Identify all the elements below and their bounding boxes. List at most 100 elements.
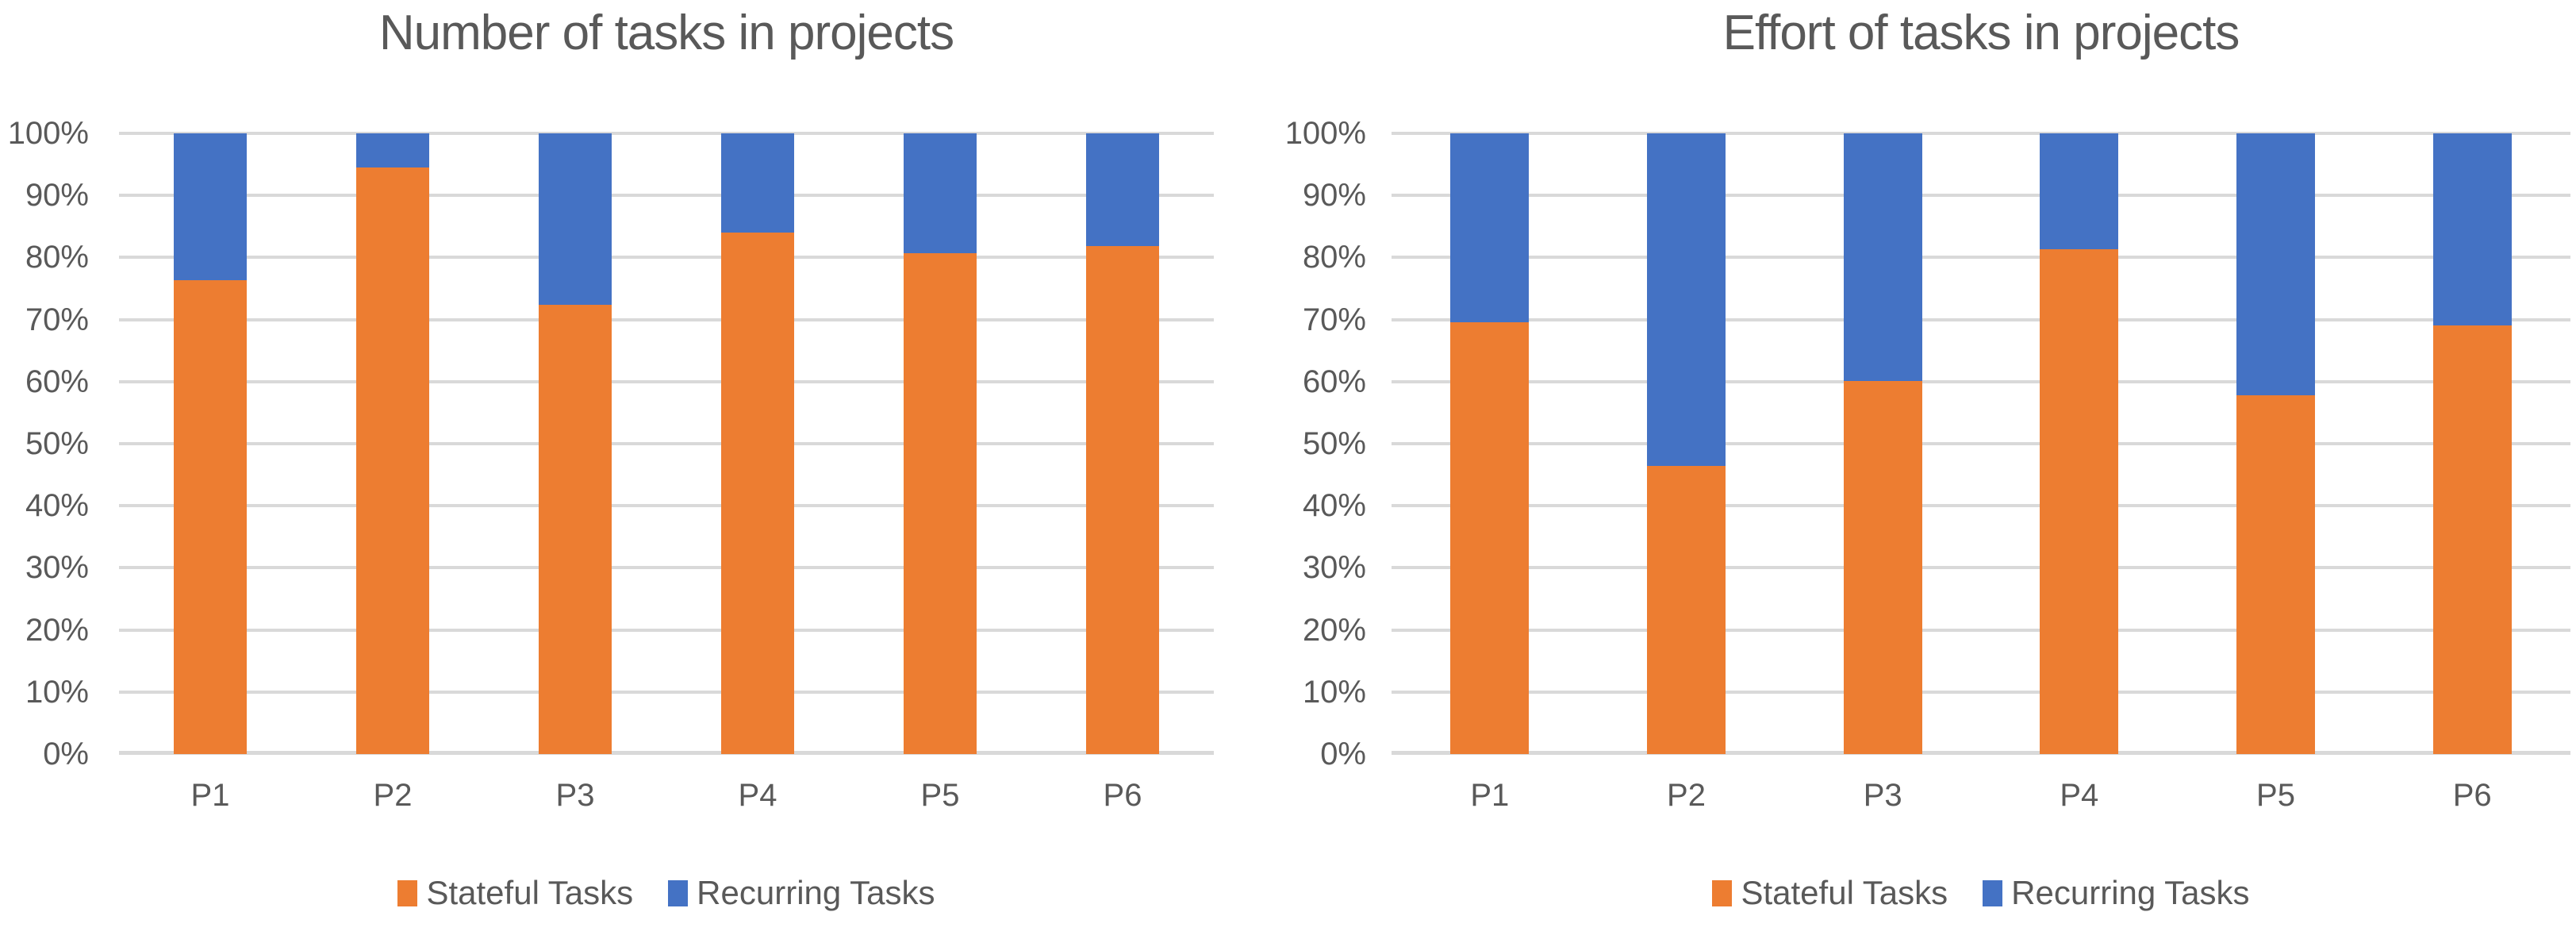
bar-slot-P4 xyxy=(666,133,849,754)
gridline xyxy=(1392,504,2570,508)
x-axis-label-P2: P2 xyxy=(373,778,413,813)
legend-swatch-icon xyxy=(397,879,418,906)
stacked-bar-P4 xyxy=(721,133,794,754)
x-axis-label-P6: P6 xyxy=(2452,778,2492,813)
bars-group xyxy=(119,133,1214,754)
y-axis-tick-labels: 100% 90% 80% 70% 60% 50% 40% 30% 20% 10% 0% xyxy=(1285,117,1366,770)
bar-slot-P3 xyxy=(1784,133,1981,754)
y-axis-tick-labels: 100% 90% 80% 70% 60% 50% 40% 30% 20% 10% 0% xyxy=(0,117,89,770)
legend-label: Stateful Tasks xyxy=(426,874,634,911)
chart-title: Effort of tasks in projects xyxy=(1722,6,2240,60)
gridline xyxy=(1392,690,2570,694)
legend-item-stateful-tasks: Stateful Tasks xyxy=(1712,876,1948,910)
y-tick-label: 0% xyxy=(1320,737,1366,772)
y-tick-label: 80% xyxy=(1302,240,1366,275)
stacked-bar-P3 xyxy=(539,133,612,754)
y-tick-label: 40% xyxy=(25,488,89,524)
y-tick-label: 100% xyxy=(1284,116,1366,151)
bar-slot-P1 xyxy=(1392,133,1588,754)
bar-segment-P1-stateful-tasks xyxy=(174,279,247,754)
bar-segment-P6-stateful-tasks xyxy=(2432,325,2512,754)
bar-slot-P2 xyxy=(301,133,484,754)
chart-panel-effort-of-tasks: Effort of tasks in projects 100% 90% 80% 70… xyxy=(1285,0,2576,939)
y-tick-label: 70% xyxy=(1302,302,1366,337)
gridline xyxy=(1392,566,2570,570)
x-axis-category-labels: P1 P2 P3 P4 P5 P6 xyxy=(119,779,1214,811)
x-axis-label-P5: P5 xyxy=(920,778,960,813)
legend-swatch-icon xyxy=(1712,879,1733,906)
bar-slot-P5 xyxy=(2178,133,2374,754)
x-axis-label-P3: P3 xyxy=(555,778,595,813)
gridline xyxy=(1392,256,2570,260)
bar-slot-P3 xyxy=(484,133,666,754)
gridline xyxy=(119,256,1214,260)
stacked-bar-P5 xyxy=(904,133,977,754)
x-axis-label-P1: P1 xyxy=(190,778,230,813)
stacked-bar-P2 xyxy=(356,133,429,754)
bar-segment-P4-stateful-tasks xyxy=(2040,249,2119,754)
stacked-bar-P4 xyxy=(2040,133,2119,754)
gridline xyxy=(119,317,1214,321)
y-tick-label: 90% xyxy=(1302,178,1366,214)
legend-item-stateful-tasks: Stateful Tasks xyxy=(397,876,633,910)
bar-slot-P2 xyxy=(1588,133,1785,754)
bar-slot-P4 xyxy=(1981,133,2178,754)
y-tick-label: 60% xyxy=(25,364,89,399)
bar-segment-P2-stateful-tasks xyxy=(356,167,429,754)
bar-segment-P5-recurring-tasks xyxy=(2236,133,2316,396)
bar-slot-P6 xyxy=(2374,133,2570,754)
bar-segment-P3-recurring-tasks xyxy=(539,133,612,305)
bar-slot-P5 xyxy=(849,133,1031,754)
gridline xyxy=(119,566,1214,570)
stacked-bar-P3 xyxy=(1843,133,1922,754)
y-tick-label: 100% xyxy=(7,116,89,151)
chart-legend: Stateful Tasks Recurring Tasks xyxy=(1392,876,2570,910)
stacked-bar-P1 xyxy=(1450,133,1530,754)
legend-item-recurring-tasks: Recurring Tasks xyxy=(668,876,935,910)
legend-item-recurring-tasks: Recurring Tasks xyxy=(1983,874,2250,911)
bar-segment-P5-recurring-tasks xyxy=(904,133,977,253)
y-tick-label: 20% xyxy=(25,612,89,648)
y-tick-label: 90% xyxy=(25,178,89,214)
gridline xyxy=(119,194,1214,198)
y-tick-label: 10% xyxy=(1302,674,1366,710)
bar-segment-P2-recurring-tasks xyxy=(356,133,429,168)
legend-swatch-icon xyxy=(1983,879,2003,906)
bar-segment-P3-recurring-tasks xyxy=(1843,133,1922,382)
legend-label: Recurring Tasks xyxy=(2011,874,2250,911)
y-tick-label: 70% xyxy=(25,302,89,337)
stacked-bar-P5 xyxy=(2236,133,2316,754)
bar-slot-P1 xyxy=(119,133,301,754)
x-axis-line xyxy=(1392,751,2570,755)
gridline xyxy=(1392,379,2570,383)
stacked-bar-P2 xyxy=(1646,133,1726,754)
bars-group xyxy=(1392,133,2570,754)
x-axis-label-P2: P2 xyxy=(1667,778,1706,813)
legend-label: Recurring Tasks xyxy=(697,874,935,911)
stacked-bar-P6 xyxy=(2432,133,2512,754)
bar-segment-P4-recurring-tasks xyxy=(2040,133,2119,250)
x-axis-label-P3: P3 xyxy=(1863,778,1902,813)
bar-segment-P6-recurring-tasks xyxy=(1086,133,1159,247)
legend-swatch-icon xyxy=(668,879,689,906)
gridline xyxy=(119,628,1214,632)
bar-segment-P1-recurring-tasks xyxy=(174,133,247,280)
plot-area xyxy=(1392,132,2570,755)
x-axis-line xyxy=(119,751,1214,755)
bar-segment-P6-recurring-tasks xyxy=(2432,133,2512,325)
chart-panel-number-of-tasks: Number of tasks in projects 100% 90% 80% 70… xyxy=(0,0,1285,939)
gridline xyxy=(119,504,1214,508)
bar-segment-P6-stateful-tasks xyxy=(1086,246,1159,754)
chart-legend: Stateful Tasks Recurring Tasks xyxy=(119,876,1214,910)
bar-segment-P5-stateful-tasks xyxy=(904,252,977,754)
gridline xyxy=(1392,194,2570,198)
y-tick-label: 30% xyxy=(25,550,89,586)
chart-title: Number of tasks in projects xyxy=(378,6,954,60)
gridline xyxy=(1392,442,2570,445)
x-axis-label-P6: P6 xyxy=(1103,778,1142,813)
plot-area xyxy=(119,132,1214,755)
x-axis-label-P5: P5 xyxy=(2256,778,2295,813)
bar-segment-P1-recurring-tasks xyxy=(1450,133,1530,322)
x-axis-label-P1: P1 xyxy=(1470,778,1510,813)
y-tick-label: 10% xyxy=(25,674,89,710)
